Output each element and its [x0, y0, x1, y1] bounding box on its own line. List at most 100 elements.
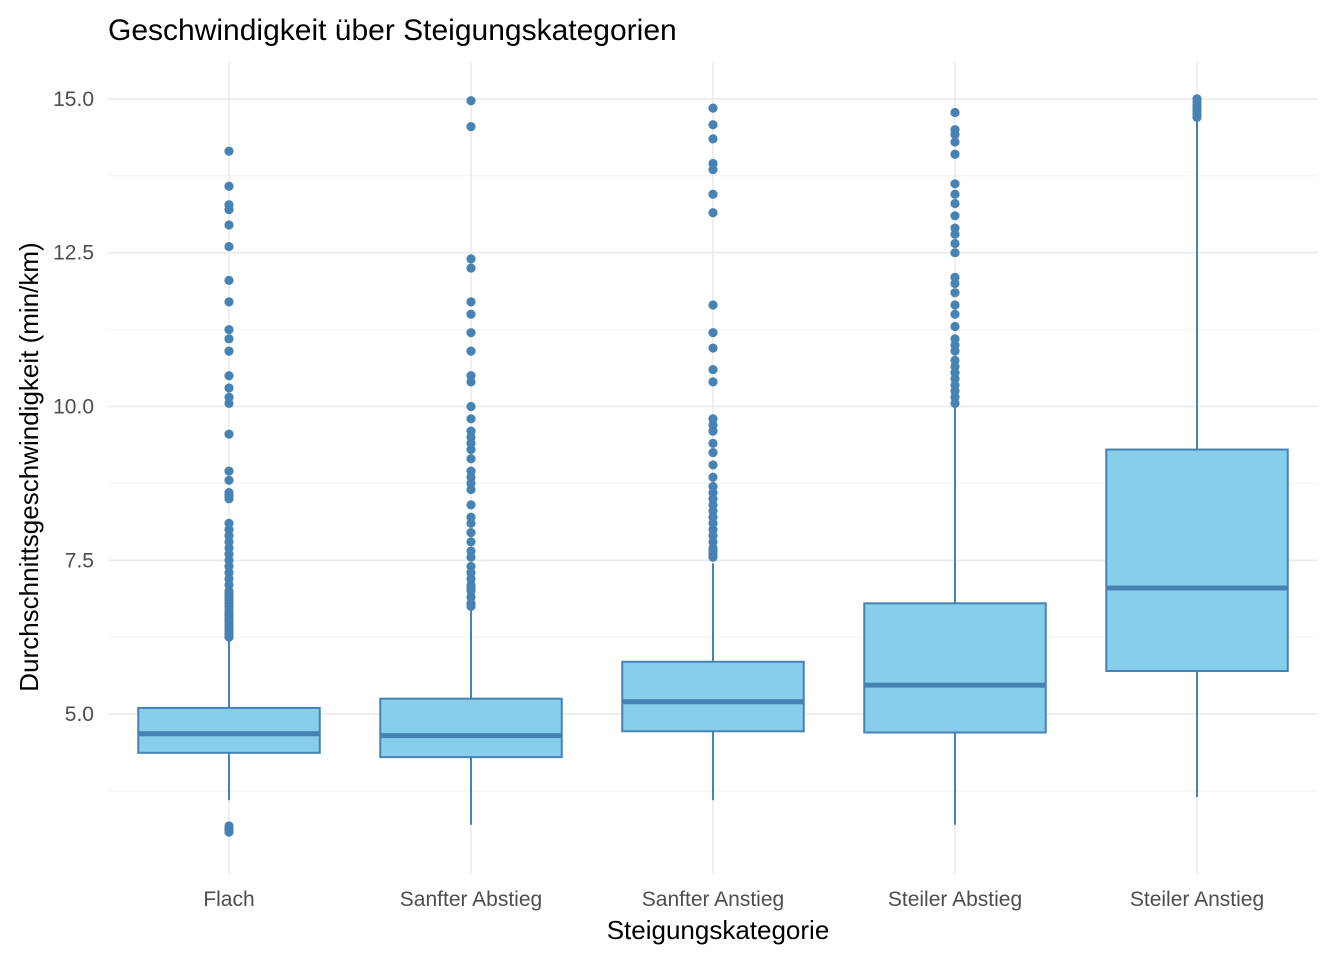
outlier-point — [224, 297, 234, 307]
outlier-point — [708, 103, 718, 113]
outlier-point — [708, 300, 718, 310]
outlier-point — [224, 518, 234, 528]
outlier-point — [950, 300, 960, 310]
outlier-point — [466, 254, 476, 264]
box-group — [1105, 94, 1289, 798]
outlier-point — [708, 377, 718, 387]
outlier-point — [224, 200, 234, 210]
y-tick-label: 7.5 — [65, 549, 94, 572]
outlier-point — [466, 328, 476, 338]
y-tick-label: 12.5 — [53, 242, 94, 265]
x-tick-label: Sanfter Abstieg — [400, 888, 542, 911]
outlier-point — [708, 343, 718, 353]
outlier-point — [224, 181, 234, 191]
outlier-point — [950, 248, 960, 258]
box — [1105, 448, 1289, 672]
outlier-point — [950, 125, 960, 135]
outlier-point — [950, 321, 960, 332]
outlier-point — [950, 137, 960, 147]
outlier-point — [950, 334, 960, 344]
y-tick-label: 15.0 — [53, 88, 94, 111]
outlier-point — [466, 309, 476, 319]
outlier-point — [466, 96, 476, 106]
outlier-point — [224, 466, 234, 476]
outlier-point — [466, 346, 476, 356]
outlier-point — [224, 392, 234, 402]
outlier-point — [708, 189, 718, 199]
outlier-point — [950, 198, 960, 209]
box-group — [137, 146, 321, 837]
outlier-point — [466, 401, 476, 412]
outlier-point — [708, 158, 718, 169]
box-group — [863, 107, 1047, 825]
x-tick-label: Steiler Anstieg — [1130, 888, 1264, 911]
outlier-point — [708, 448, 718, 458]
outlier-point — [708, 328, 718, 338]
outlier-point — [224, 371, 234, 381]
y-tick-label: 5.0 — [65, 703, 94, 726]
box — [863, 602, 1047, 734]
outlier-point — [466, 527, 476, 538]
x-axis-title: Steigungskategorie — [607, 915, 830, 945]
outlier-point — [224, 324, 234, 335]
outlier-point — [466, 537, 476, 547]
outlier-point — [950, 179, 960, 189]
outlier-point — [950, 238, 960, 249]
box — [137, 706, 321, 754]
outlier-point — [466, 546, 476, 556]
outlier-point — [708, 120, 718, 130]
box-group — [379, 96, 563, 825]
outlier-point — [708, 134, 718, 144]
outlier-point — [950, 107, 960, 118]
outlier-point — [708, 208, 718, 218]
outlier-point — [950, 189, 960, 199]
outlier-point — [466, 414, 476, 424]
outlier-point — [224, 146, 234, 156]
outlier-point — [950, 223, 960, 233]
outlier-point — [466, 426, 476, 436]
outlier-point — [950, 288, 960, 298]
y-tick-label: 10.0 — [53, 395, 94, 418]
outlier-point — [466, 561, 476, 572]
outlier-point — [224, 334, 234, 344]
outlier-point — [466, 454, 476, 464]
x-tick-label: Sanfter Anstieg — [642, 888, 784, 911]
outlier-point — [224, 488, 234, 498]
outlier-point — [708, 472, 718, 482]
outlier-point — [224, 275, 234, 285]
outlier-point — [224, 821, 234, 831]
outlier-point — [708, 460, 718, 470]
outlier-point — [224, 220, 234, 230]
outlier-point — [708, 438, 718, 448]
outlier-point — [950, 211, 960, 221]
outlier-point — [1192, 94, 1202, 104]
outlier-point — [466, 466, 476, 476]
outlier-point — [466, 297, 476, 307]
outlier-point — [466, 263, 476, 273]
y-axis-title: Durchschnittsgeschwindigkeit (min/km) — [14, 242, 44, 691]
x-tick-label: Flach — [203, 888, 254, 911]
outlier-point — [224, 383, 234, 393]
outlier-point — [224, 346, 234, 356]
outlier-point — [224, 429, 234, 439]
marks-layer — [137, 94, 1289, 837]
box — [621, 660, 805, 733]
outlier-point — [950, 309, 960, 319]
labels-layer: 5.0 7.5 10.0 12.5 15.0 Flach Sanfter Abstieg Sa… — [53, 88, 1264, 911]
outlier-point — [466, 121, 476, 132]
outlier-point — [466, 371, 476, 381]
outlier-point — [708, 364, 718, 375]
x-tick-label: Steiler Abstieg — [888, 888, 1022, 911]
outlier-point — [708, 481, 718, 492]
box-group — [621, 103, 805, 801]
chart-title: Geschwindigkeit über Steigungskategorien — [108, 14, 677, 47]
outlier-point — [466, 512, 476, 522]
outlier-point — [950, 355, 960, 365]
box — [379, 697, 563, 759]
outlier-point — [950, 149, 960, 159]
outlier-point — [224, 475, 234, 485]
outlier-point — [466, 500, 476, 510]
outlier-point — [224, 241, 234, 252]
